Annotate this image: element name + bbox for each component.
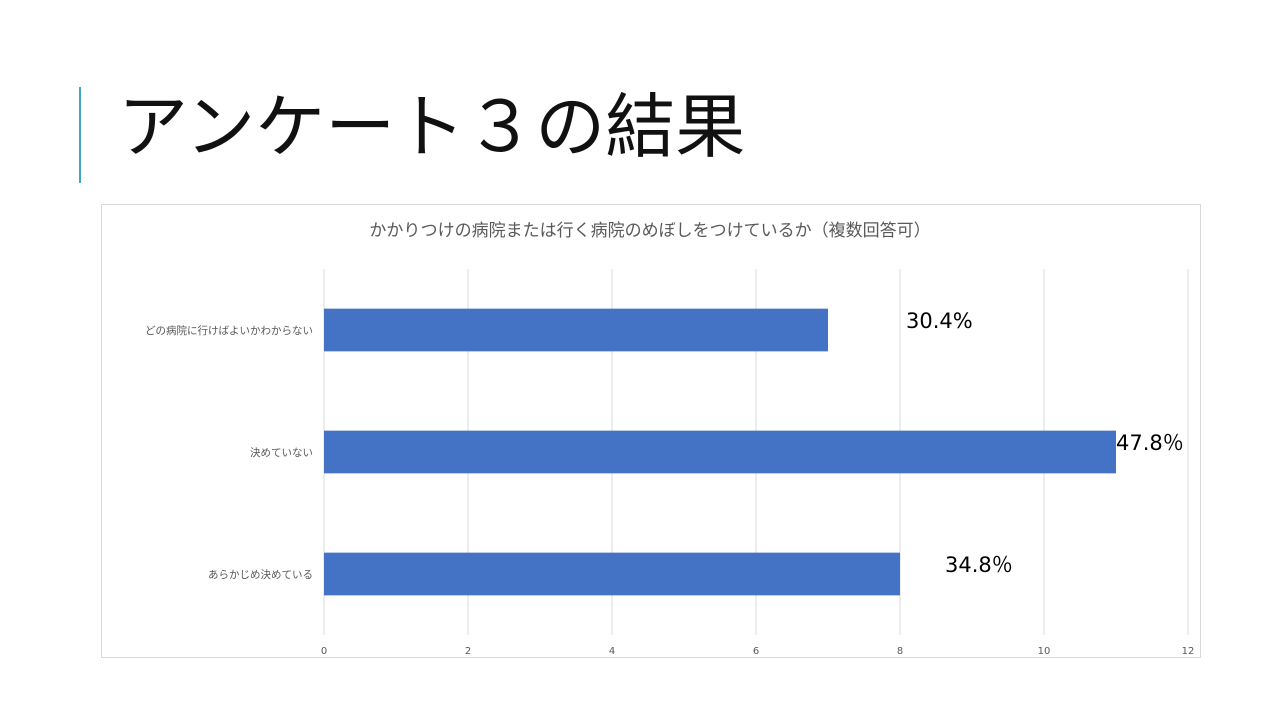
bar-1: [324, 430, 1116, 474]
x-tick-label: 10: [1038, 646, 1051, 657]
x-tick-label: 2: [465, 646, 471, 657]
x-tick-label: 4: [609, 646, 615, 657]
bar-0: [324, 308, 828, 352]
x-tick-label: 6: [753, 646, 759, 657]
category-label: どの病院に行けばよいかわからない: [145, 324, 313, 337]
slide-title: アンケート３の結果: [118, 86, 746, 168]
data-label: 30.4%: [906, 309, 973, 333]
data-label: 34.8％: [945, 553, 1013, 577]
chart-title: かかりつけの病院または行く病院のめぼしをつけているか（複数回答可）: [369, 221, 930, 241]
x-tick-label: 8: [897, 646, 903, 657]
bar-chart: かかりつけの病院または行く病院のめぼしをつけているか（複数回答可） どの病院に行…: [145, 221, 1195, 657]
bar-2: [324, 552, 900, 596]
category-label: 決めていない: [250, 447, 313, 459]
data-label: 47.8％: [1116, 431, 1184, 455]
chart-frame: かかりつけの病院または行く病院のめぼしをつけているか（複数回答可） どの病院に行…: [101, 204, 1201, 658]
x-tick-label: 12: [1182, 646, 1195, 657]
bars: [324, 308, 1116, 596]
x-tick-label: 0: [321, 646, 327, 657]
title-accent-line: [79, 87, 81, 183]
category-label: あらかじめ決めている: [208, 569, 313, 581]
x-tick-labels: 0 2 4 6 8 10 12: [321, 646, 1195, 657]
data-labels: 30.4% 47.8％ 34.8％: [906, 309, 1184, 577]
